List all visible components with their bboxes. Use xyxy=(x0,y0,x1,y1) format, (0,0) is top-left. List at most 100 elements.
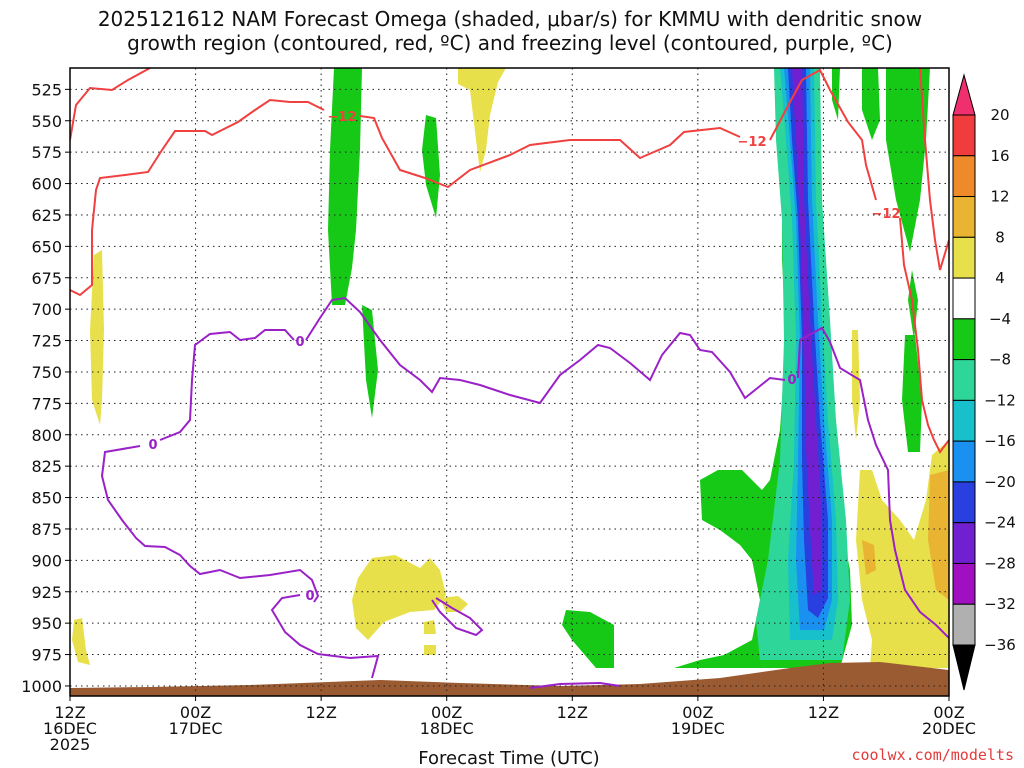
colorbar: 20 16 12 8 4 −4 −8 −12 −16 −20 −24 −28 −32 −36 xyxy=(952,73,1016,691)
freezing-level-contour xyxy=(529,681,621,689)
freezing-level-contour xyxy=(270,594,380,679)
omega-ascent-area xyxy=(562,610,614,668)
x-tick-label: 19DEC xyxy=(671,719,725,738)
y-tick-label: 750 xyxy=(31,363,62,382)
x-tick-label: 20DEC xyxy=(922,719,976,738)
contour-label-zero: 0 xyxy=(787,373,796,388)
contour-label-minus12: −12 xyxy=(872,207,901,222)
freezing-level-contour xyxy=(100,445,320,603)
omega-ascent-area xyxy=(902,335,922,452)
dendritic-contour-group xyxy=(70,68,949,454)
colorbar-segment xyxy=(952,155,976,198)
omega-descent-area xyxy=(72,618,90,665)
omega-ascent-core xyxy=(792,68,822,595)
dendritic-snow-growth-contour xyxy=(70,98,325,297)
colorbar-segment xyxy=(952,359,976,401)
colorbar-tick-label: −4 xyxy=(989,310,1011,328)
x-tick-label: 18DEC xyxy=(420,719,474,738)
y-tick-label: 800 xyxy=(31,426,62,445)
omega-descent-area xyxy=(458,68,506,172)
colorbar-tick-label: −36 xyxy=(984,636,1016,654)
colorbar-tick-label: −12 xyxy=(984,391,1016,409)
y-tick-label: 600 xyxy=(31,175,62,194)
dendritic-snow-growth-contour xyxy=(70,68,151,141)
x-tick-label: 00Z xyxy=(682,703,713,722)
colorbar-tick-label: 20 xyxy=(990,106,1009,124)
contour-label-minus12: −12 xyxy=(738,135,767,150)
y-tick-label: 1000 xyxy=(21,677,62,696)
y-tick-label: 825 xyxy=(31,457,62,476)
colorbar-segment xyxy=(952,318,976,361)
x-tick-label: 12Z xyxy=(808,703,839,722)
omega-shading xyxy=(72,68,949,668)
colorbar-tick-label: −32 xyxy=(984,595,1016,613)
x-tick-label: 16DEC xyxy=(43,719,97,738)
freezing-level-contour xyxy=(431,597,484,637)
contour-label-minus12: −12 xyxy=(328,110,357,125)
x-tick-label: 12Z xyxy=(54,703,85,722)
colorbar-segment xyxy=(952,196,976,238)
colorbar-segment xyxy=(952,522,976,564)
contour-label-zero: 0 xyxy=(305,589,314,604)
omega-descent-area xyxy=(90,250,104,425)
contour-label-zero: 0 xyxy=(295,335,304,350)
omega-ascent-area xyxy=(886,68,930,252)
y-tick-label: 700 xyxy=(31,300,62,319)
y-tick-label: 550 xyxy=(31,112,62,131)
colorbar-tick-label: −24 xyxy=(984,514,1016,532)
colorbar-tick-label: −16 xyxy=(984,432,1016,450)
omega-descent-area xyxy=(424,620,436,634)
y-tick-label: 525 xyxy=(31,80,62,99)
y-tick-label: 575 xyxy=(31,143,62,162)
x-tick-label: 00Z xyxy=(180,703,211,722)
colorbar-tick-label: −28 xyxy=(984,554,1016,572)
omega-ascent-area xyxy=(862,68,880,140)
y-tick-label: 875 xyxy=(31,520,62,539)
y-tick-label: 900 xyxy=(31,551,62,570)
x-tick-label: 00Z xyxy=(431,703,462,722)
y-tick-label: 675 xyxy=(31,269,62,288)
colorbar-segment xyxy=(952,114,976,157)
x-axis-title: Forecast Time (UTC) xyxy=(418,748,599,768)
credit-text: coolwx.com/modelts xyxy=(851,746,1014,764)
colorbar-tick-label: 4 xyxy=(995,269,1005,287)
colorbar-segment xyxy=(952,562,976,605)
x-tick-label: 12Z xyxy=(305,703,336,722)
colorbar-tick-label: 8 xyxy=(995,228,1005,246)
y-tick-label: 625 xyxy=(31,206,62,225)
freezing-level-contour xyxy=(159,329,295,441)
x-tick-label: 00Z xyxy=(933,703,964,722)
colorbar-segment xyxy=(952,481,976,524)
y-tick-label: 925 xyxy=(31,583,62,602)
freezing-level-contour xyxy=(305,296,786,405)
colorbar-segment xyxy=(952,236,976,279)
y-tick-label: 850 xyxy=(31,489,62,508)
omega-descent-area xyxy=(424,645,436,655)
freezing-level-contour xyxy=(797,326,949,639)
colorbar-segment xyxy=(952,277,976,320)
omega-descent-area xyxy=(352,555,446,640)
omega-ascent-area xyxy=(328,68,362,305)
x-tick-label: 2025 xyxy=(50,735,91,754)
chart-title-line1: 2025121612 NAM Forecast Omega (shaded, μ… xyxy=(98,7,922,31)
x-tick-label: 17DEC xyxy=(169,719,223,738)
omega-descent-area xyxy=(856,440,949,668)
omega-descent-area xyxy=(852,330,860,440)
omega-ascent-area xyxy=(422,115,440,218)
colorbar-bottom-arrow xyxy=(952,644,976,691)
contour-label-zero: 0 xyxy=(148,438,157,453)
plot-area: −12 −12 −12 0 0 0 0 xyxy=(69,67,950,697)
freezing-level-contour-group xyxy=(100,296,949,689)
plot-frame xyxy=(69,67,950,697)
dendritic-snow-growth-contour xyxy=(769,68,877,201)
y-tick-label: 725 xyxy=(31,332,62,351)
y-tick-label: 775 xyxy=(31,394,62,413)
omega-ascent-area xyxy=(832,68,840,120)
y-axis: 525 550 575 600 625 650 675 700 725 750 775 800 825 8… xyxy=(21,80,70,696)
dendritic-snow-growth-contour xyxy=(359,115,741,189)
colorbar-tick-label: 12 xyxy=(990,188,1009,206)
colorbar-segment xyxy=(952,603,976,646)
colorbar-segment xyxy=(952,440,976,483)
